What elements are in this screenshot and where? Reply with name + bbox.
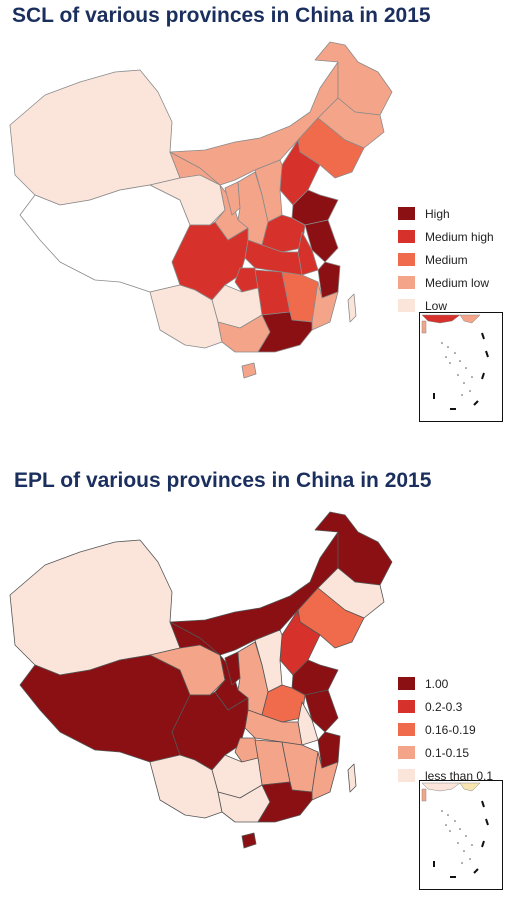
legend-label: Medium high [425,229,494,244]
legend-item: less than 0.1 [398,764,493,787]
scl-legend: High Medium high Medium Medium low Low [398,202,494,317]
region-chongqing [234,737,259,763]
inset-map [421,314,489,410]
legend-swatch [398,207,415,220]
region-anhui [297,231,319,276]
region-zhejiang [317,261,341,299]
legend-swatch [398,746,415,759]
legend-label: 0.2-0.3 [425,699,463,714]
south-china-sea-inset [419,312,503,422]
legend-swatch [398,700,415,713]
legend-label: Low [425,298,448,313]
legend-item: 0.1-0.15 [398,741,493,764]
legend-label: Medium [425,252,468,267]
region-taiwan [347,763,357,793]
legend-label: High [425,206,450,221]
region-jiangsu [304,689,339,733]
region-heilongjiang [314,511,393,586]
epl-legend: 1.00 0.2-0.3 0.16-0.19 0.1-0.15 less tha… [398,672,493,787]
epl-china-map [9,511,393,849]
legend-item: 0.16-0.19 [398,718,493,741]
region-taiwan [347,293,357,323]
scl-china-map [9,41,393,379]
region-guangdong [257,781,313,823]
legend-item: Low [398,294,494,317]
map-title: EPL of various provinces in China in 201… [14,469,432,492]
legend-label: Medium low [425,275,490,290]
legend-label: 0.1-0.15 [425,745,470,760]
region-tibet [19,654,191,763]
legend-item: Medium [398,248,494,271]
legend-label: less than 0.1 [425,768,494,783]
region-zhejiang [317,731,341,769]
region-hainan [241,832,257,849]
legend-item: 1.00 [398,672,493,695]
region-jiangsu [304,219,339,263]
legend-label: 1.00 [425,676,449,691]
legend-swatch [398,723,415,736]
legend-label: 0.16-0.19 [425,722,476,737]
south-china-sea-inset [419,780,503,890]
legend-swatch [398,769,415,782]
region-anhui [297,701,319,746]
region-heilongjiang [314,41,393,116]
legend-item: 0.2-0.3 [398,695,493,718]
legend-swatch [398,677,415,690]
region-guangdong [257,311,313,353]
region-tibet [19,184,191,293]
legend-item: High [398,202,494,225]
legend-swatch [398,276,415,289]
legend-swatch [398,230,415,243]
legend-item: Medium low [398,271,494,294]
region-hainan [241,362,257,379]
region-chongqing [234,267,259,293]
legend-swatch [398,253,415,266]
inset-map [421,782,489,878]
legend-item: Medium high [398,225,494,248]
map-title: SCL of various provinces in China in 201… [12,4,431,27]
scl-map-panel: SCL of various provinces in China in 201… [9,4,503,422]
legend-swatch [398,299,415,312]
epl-map-panel: EPL of various provinces in China in 201… [0,450,510,899]
